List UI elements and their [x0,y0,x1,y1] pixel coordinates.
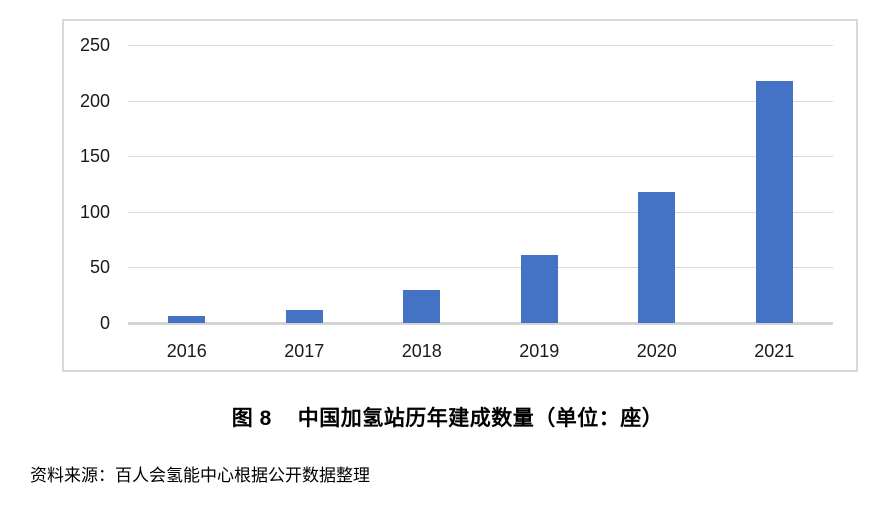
source-note: 资料来源：百人会氢能中心根据公开数据整理 [30,466,370,485]
bar-2019 [520,255,558,323]
bar-2020 [638,191,676,323]
figure-title: 中国加氢站历年建成数量（单位：座） [297,407,664,430]
x-axis-line [128,322,833,325]
bar-2016 [168,316,206,323]
chart-frame [62,19,858,372]
y-tick-label-150: 150 [79,146,110,167]
x-tick-label-2016: 2016 [166,341,207,361]
y-tick-label-250: 250 [79,35,110,55]
x-tick-label-2017: 2017 [284,341,325,361]
x-tick-label-2018: 2018 [401,341,442,361]
x-tick-label-2020: 2020 [636,341,677,361]
gridline-50 [128,267,833,269]
y-tick-label-200: 200 [79,90,110,111]
gridline-150 [128,156,833,158]
figure-caption: 图 8 中国加氢站历年建成数量（单位：座） [0,404,895,434]
x-tick-label-2019: 2019 [519,341,560,361]
y-tick-label-50: 50 [89,257,110,278]
bar-2017 [285,309,323,323]
y-tick-label-0: 0 [99,313,110,333]
bar-2021 [755,80,793,323]
figure-number: 图 8 [231,407,272,430]
gridline-250 [128,45,833,46]
gridline-100 [128,211,833,213]
bar-2018 [403,289,441,323]
x-tick-label-2021: 2021 [754,341,795,361]
y-tick-label-100: 100 [79,201,110,222]
gridline-200 [128,100,833,102]
